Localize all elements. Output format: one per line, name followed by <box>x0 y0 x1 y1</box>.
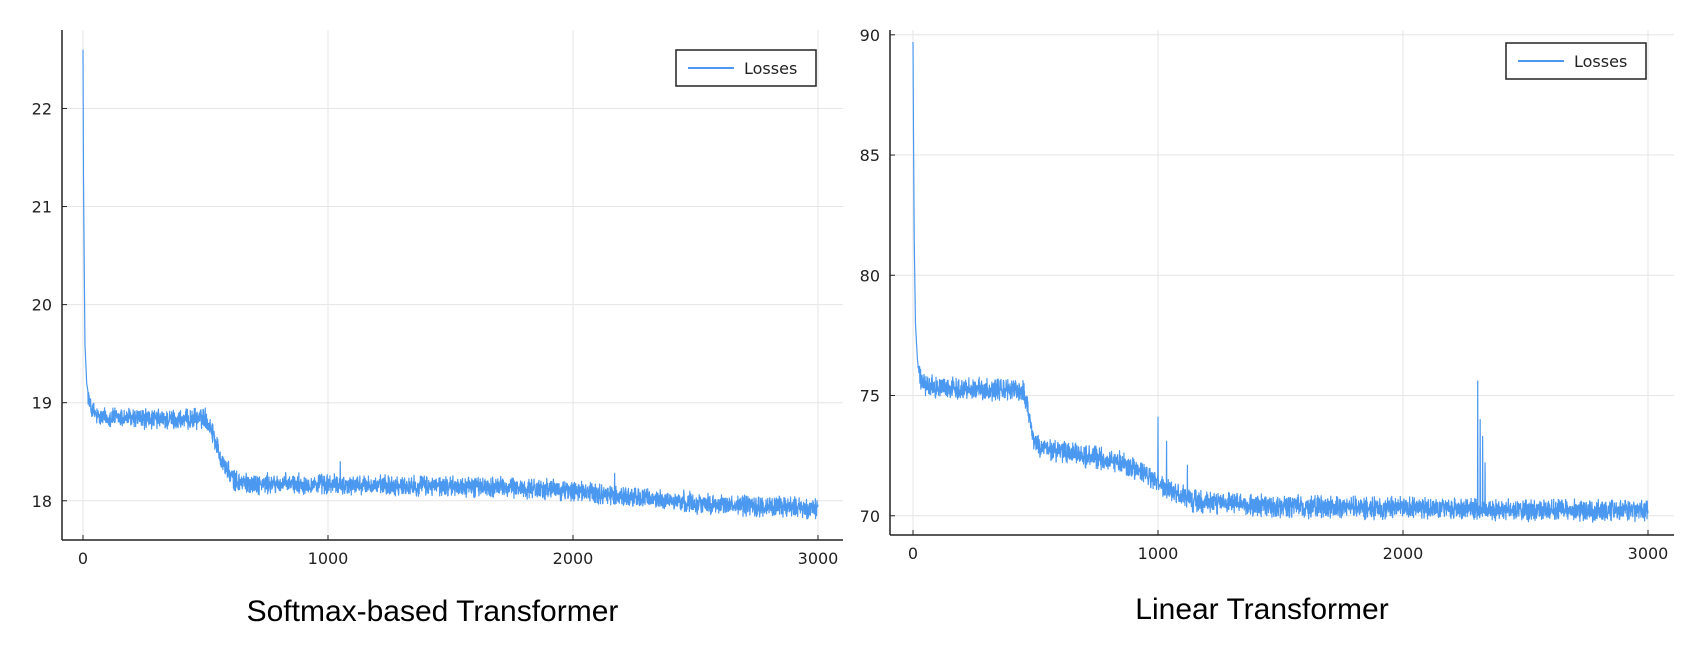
linear-grid <box>890 30 1674 535</box>
linear-losses-line <box>912 42 1649 523</box>
softmax-x-tick-label: 2000 <box>553 549 594 568</box>
softmax-y-tick-label: 21 <box>32 198 52 217</box>
linear-y-tick-label: 75 <box>860 387 880 406</box>
softmax-chart-caption: Softmax-based Transformer <box>247 595 619 628</box>
softmax-grid <box>62 30 843 540</box>
linear-legend: Losses <box>1505 42 1647 80</box>
linear-x-tick-label: 0 <box>908 544 918 563</box>
linear-legend-label: Losses <box>1574 52 1627 71</box>
softmax-y-tick-label: 19 <box>32 394 52 413</box>
linear-axes <box>889 30 1674 536</box>
softmax-axes <box>61 30 843 541</box>
linear-chart-caption: Linear Transformer <box>1135 593 1388 626</box>
softmax-legend: Losses <box>675 49 817 87</box>
linear-series <box>912 42 1649 523</box>
linear-tick-labels: 0 1000 2000 3000 70 75 80 85 90 <box>860 26 1669 563</box>
softmax-series <box>82 49 819 520</box>
softmax-y-tick-label: 20 <box>32 296 52 315</box>
linear-y-tick-label: 70 <box>860 507 880 526</box>
linear-x-tick-label: 1000 <box>1138 544 1179 563</box>
softmax-x-tick-label: 1000 <box>308 549 349 568</box>
linear-chart-panel: 0 1000 2000 3000 70 75 80 85 90 Losses Linear Tr… <box>860 26 1674 626</box>
softmax-y-tick-label: 22 <box>32 99 52 118</box>
linear-y-tick-label: 80 <box>860 266 880 285</box>
linear-x-tick-label: 3000 <box>1628 544 1669 563</box>
softmax-legend-label: Losses <box>744 59 797 78</box>
softmax-tick-labels: 0 1000 2000 3000 18 19 20 21 22 <box>32 99 839 568</box>
linear-x-tick-label: 2000 <box>1383 544 1424 563</box>
softmax-x-tick-label: 3000 <box>798 549 839 568</box>
linear-y-tick-label: 85 <box>860 146 880 165</box>
softmax-chart-panel: 0 1000 2000 3000 18 19 20 21 22 Losses Softmax-b… <box>32 30 843 628</box>
linear-y-tick-label: 90 <box>860 26 880 45</box>
softmax-x-tick-label: 0 <box>78 549 88 568</box>
softmax-y-tick-label: 18 <box>32 492 52 511</box>
softmax-losses-line <box>82 49 819 520</box>
